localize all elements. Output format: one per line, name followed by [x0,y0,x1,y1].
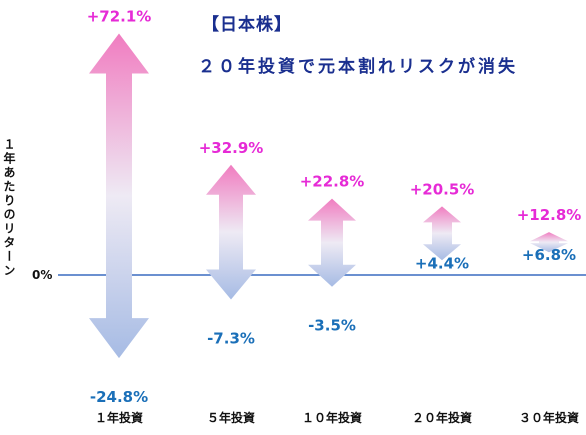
y-axis-label: １年あたりのリターン [2,138,16,278]
range-arrow-5 [530,232,568,253]
category-label-3: １０年投資 [302,410,362,425]
min-label-5: +6.8% [522,246,576,264]
max-label-5: +12.8% [517,206,582,224]
max-label-3: +22.8% [300,173,365,191]
category-label-1: １年投資 [95,410,143,425]
zero-label: 0% [32,268,52,282]
max-label-1: +72.1% [87,7,152,25]
range-arrow-4 [423,206,461,261]
category-label-4: ２０年投資 [412,410,472,425]
min-label-3: -3.5% [308,317,356,335]
max-label-4: +20.5% [410,180,475,198]
max-label-2: +32.9% [199,139,264,157]
min-label-2: -7.3% [207,329,255,347]
min-label-4: +4.4% [415,254,469,272]
chart-subtitle: ２０年投資で元本割れリスクが消失 [198,57,518,77]
range-arrow-2 [206,164,256,300]
category-label-2: ５年投資 [207,410,255,425]
category-label-5: ３０年投資 [519,410,579,425]
range-arrow-3 [308,198,356,287]
range-arrow-1 [89,33,149,359]
chart-title: 【日本株】 [202,15,292,35]
min-label-1: -24.8% [90,388,148,406]
